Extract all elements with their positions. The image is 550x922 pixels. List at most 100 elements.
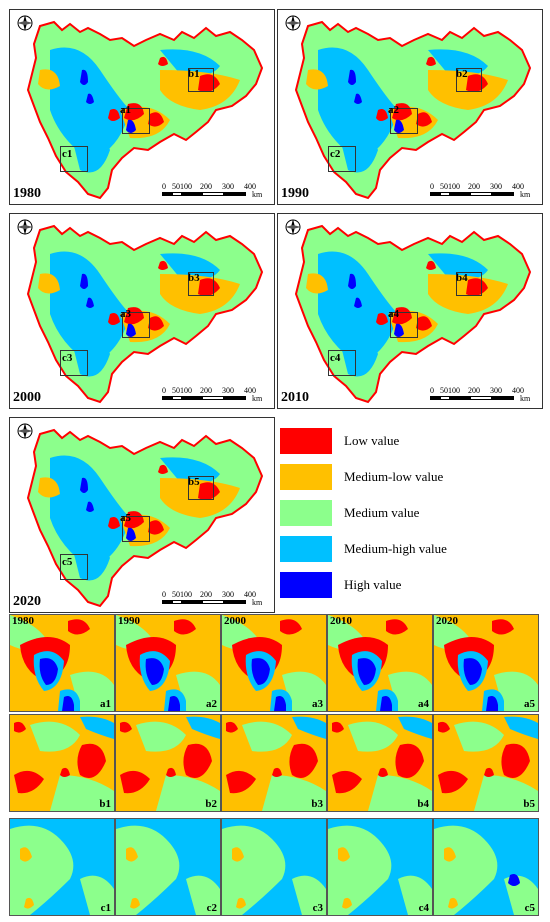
zone-low — [68, 619, 90, 635]
zone-medium — [262, 775, 326, 811]
legend-label-medium-low: Medium-low value — [344, 469, 444, 484]
inset-label-a3: a3 — [120, 308, 131, 320]
zone-medium — [398, 875, 432, 915]
zone-high — [463, 658, 482, 685]
zone-medium — [136, 721, 186, 752]
zone-medium-high — [160, 253, 220, 280]
scale-unit: km — [520, 394, 531, 403]
inset-label-c4: c4 — [330, 352, 341, 364]
zone-medium — [368, 775, 432, 811]
detail-cell-c1: c1 — [9, 818, 115, 916]
detail-code-label: a1 — [100, 698, 111, 710]
inset-box-c3 — [60, 350, 88, 376]
inset-box-c2 — [328, 146, 356, 172]
zone-medium-low — [338, 847, 350, 862]
zone-medium — [30, 721, 80, 752]
zone-medium — [50, 775, 114, 811]
zone-medium-high — [160, 457, 220, 484]
detail-map-a3 — [222, 615, 326, 711]
scale-tick-label: 200 — [468, 182, 480, 191]
zone-high — [86, 501, 94, 512]
zone-medium-low — [126, 847, 138, 862]
detail-year-label: 2020 — [436, 615, 458, 627]
zone-high — [394, 119, 404, 133]
scale-bar-graphic — [430, 396, 530, 400]
scale-bar-graphic — [162, 192, 262, 196]
zone-medium-high — [186, 716, 220, 739]
zone-low — [198, 278, 220, 296]
scale-tick-label: 300 — [222, 590, 234, 599]
zone-low — [466, 278, 488, 296]
inset-label-b5: b5 — [188, 476, 200, 488]
zone-low — [198, 482, 220, 500]
zone-medium-high — [338, 331, 378, 377]
zone-low — [272, 767, 282, 777]
zone-medium-low — [236, 897, 246, 909]
province-map-1980 — [26, 20, 264, 200]
zone-high — [354, 93, 362, 104]
zone-low — [174, 619, 196, 635]
zone-low — [124, 307, 144, 325]
zone-medium-low — [342, 897, 352, 909]
zone-high — [357, 658, 376, 685]
zone-high — [126, 527, 136, 541]
legend-swatch-medium — [280, 500, 332, 526]
scale-bar: 0 50 100 200 300 400 km — [162, 590, 272, 610]
detail-map-a5 — [434, 615, 538, 711]
zone-medium-low — [444, 847, 456, 862]
north-arrow-compass-icon — [16, 14, 34, 32]
zone-medium-high — [70, 535, 110, 581]
zone-medium-low — [20, 847, 32, 862]
inset-label-a2: a2 — [388, 104, 399, 116]
north-arrow-compass-icon — [284, 14, 302, 32]
detail-code-label: c2 — [206, 902, 217, 914]
scale-tick-label: 400 — [512, 386, 524, 395]
zone-medium — [242, 721, 292, 752]
zone-low — [166, 767, 176, 777]
zone-low — [438, 721, 450, 733]
zone-medium-high — [504, 716, 538, 739]
legend-swatch-low — [280, 428, 332, 454]
map-year-label: 1990 — [281, 186, 309, 201]
scale-tick-label: 50 — [172, 590, 180, 599]
zone-high — [80, 477, 88, 493]
scale-tick-label: 50 — [172, 386, 180, 395]
scale-tick-label: 200 — [200, 590, 212, 599]
detail-cell-b3: b3 — [221, 714, 327, 812]
detail-cell-b4: b4 — [327, 714, 433, 812]
detail-cell-a4: 2010 a4 — [327, 614, 433, 712]
province-map-2020 — [26, 428, 264, 608]
detail-code-label: c3 — [312, 902, 323, 914]
map-panel-2020: a5 b5 c5 2020 0 50 100 200 300 400 km — [9, 417, 275, 613]
scale-tick-label: 0 — [430, 386, 434, 395]
inset-label-a1: a1 — [120, 104, 131, 116]
scale-bar-graphic — [162, 396, 262, 400]
zone-medium-low — [306, 273, 328, 294]
zone-high — [486, 696, 498, 711]
north-arrow-compass-icon — [16, 422, 34, 440]
zone-high — [348, 69, 356, 85]
zone-high — [80, 69, 88, 85]
scale-bar: 0 50 100 200 300 400 km — [162, 182, 272, 202]
scale-tick-label: 100 — [180, 182, 192, 191]
inset-box-a4 — [390, 312, 418, 338]
detail-code-label: c5 — [524, 902, 535, 914]
scale-tick-label: 100 — [180, 590, 192, 599]
zone-medium — [70, 671, 114, 711]
zone-low — [426, 56, 436, 66]
zone-medium-low — [130, 897, 140, 909]
zone-high — [380, 696, 392, 711]
inset-box-b4 — [456, 272, 482, 296]
scale-tick-label: 0 — [162, 386, 166, 395]
zone-medium-high — [398, 716, 432, 739]
zone-medium — [282, 671, 326, 711]
scale-tick-label: 300 — [222, 386, 234, 395]
detail-year-label: 1980 — [12, 615, 34, 627]
province-map-2000 — [26, 224, 264, 404]
detail-map-b4 — [328, 715, 432, 811]
inset-box-b5 — [188, 476, 214, 500]
inset-label-b4: b4 — [456, 272, 468, 284]
detail-code-label: b4 — [417, 798, 429, 810]
detail-map-c2 — [116, 819, 220, 915]
zone-high — [80, 273, 88, 289]
